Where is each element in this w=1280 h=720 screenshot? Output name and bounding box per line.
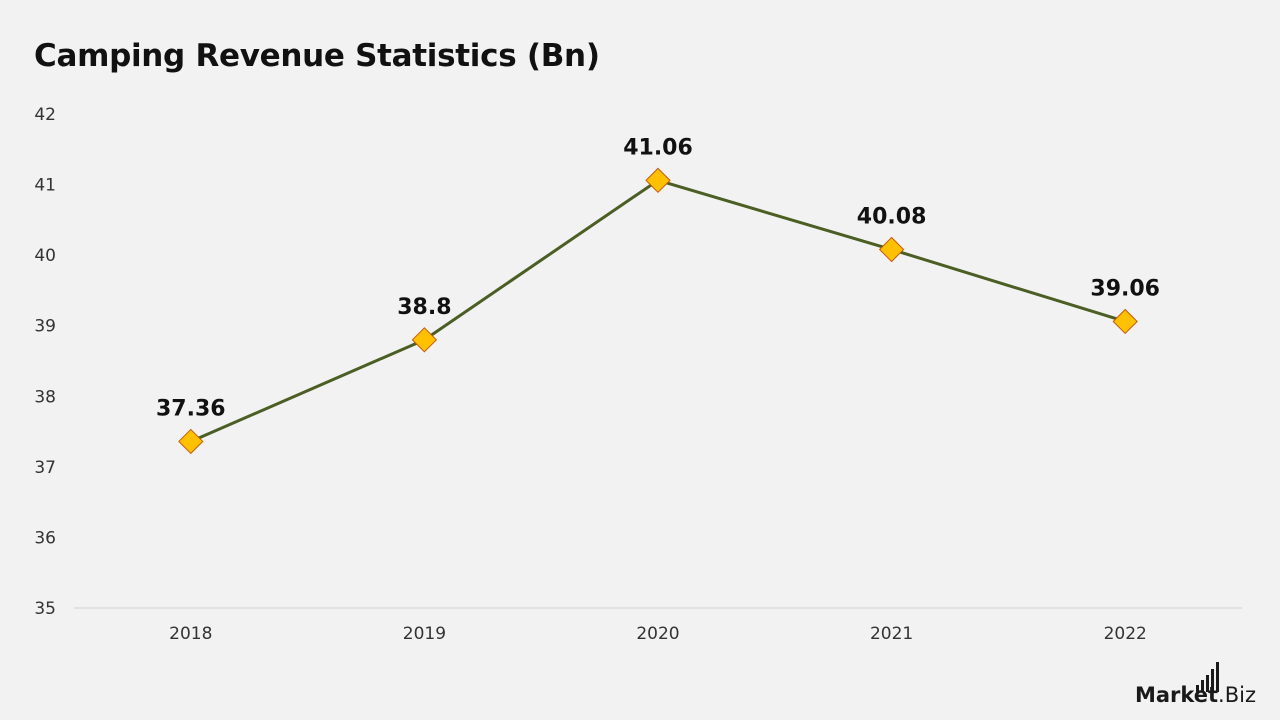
y-tick-label: 38 (34, 387, 56, 407)
data-point (645, 167, 671, 194)
y-tick-label: 42 (34, 105, 56, 125)
brand-logo: Market .Biz (1135, 662, 1256, 707)
y-tick-label: 36 (34, 528, 56, 548)
series-line (189, 178, 1127, 443)
data-series (178, 167, 1138, 455)
x-axis-ticks: 2018 2019 2020 2021 2022 (169, 624, 1147, 644)
x-tick-label: 2018 (169, 624, 212, 644)
x-tick-label: 2019 (403, 624, 446, 644)
data-point (178, 428, 204, 455)
brand-domain: .Biz (1218, 683, 1256, 707)
y-axis-ticks: 35 36 37 38 39 40 41 42 (34, 105, 56, 619)
signal-bars-icon (1196, 662, 1220, 692)
data-label: 37.36 (156, 396, 226, 421)
x-tick-label: 2022 (1104, 624, 1147, 644)
y-tick-label: 35 (34, 599, 56, 619)
data-point (411, 327, 438, 353)
data-label: 39.06 (1090, 276, 1160, 301)
y-tick-label: 39 (34, 317, 56, 337)
data-label: 40.08 (857, 204, 927, 229)
x-tick-label: 2020 (636, 624, 679, 644)
data-labels: 37.36 38.8 41.06 40.08 39.06 (156, 135, 1160, 421)
data-label: 41.06 (623, 135, 693, 160)
y-tick-label: 41 (34, 176, 56, 196)
chart-title: Camping Revenue Statistics (Bn) (34, 38, 600, 74)
data-label: 38.8 (397, 295, 451, 320)
data-point (878, 236, 905, 263)
data-point (1112, 308, 1138, 335)
x-tick-label: 2021 (870, 624, 913, 644)
y-tick-label: 40 (34, 246, 56, 266)
y-tick-label: 37 (34, 458, 56, 478)
